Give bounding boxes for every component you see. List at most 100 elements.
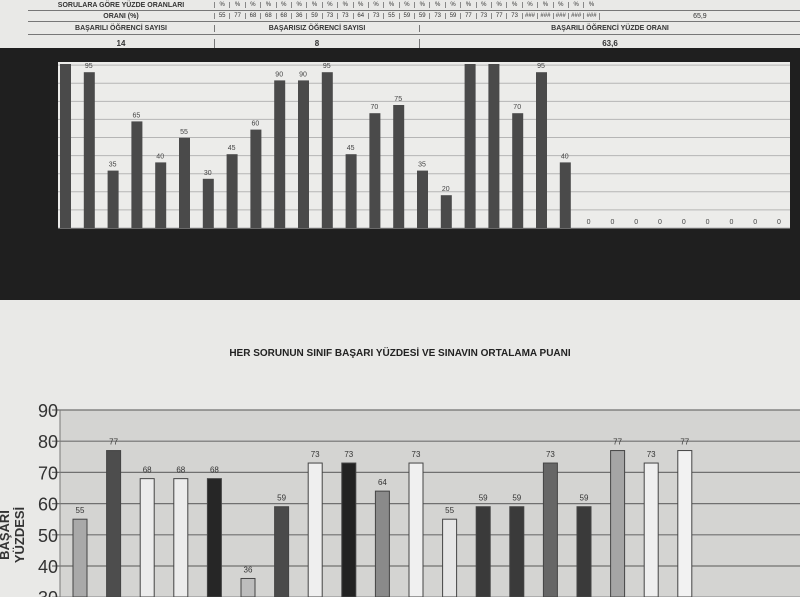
table-cell: ### — [537, 13, 552, 19]
data-label: 73 — [344, 450, 353, 459]
data-label: 90 — [275, 71, 283, 78]
data-label: 60 — [252, 121, 260, 128]
table-cell: % — [444, 2, 460, 8]
table-cell: 68 — [244, 13, 260, 19]
bar — [298, 80, 309, 229]
table-cell: % — [337, 2, 352, 8]
table-cell: 64 — [352, 13, 368, 19]
table-cell: 68 — [260, 13, 275, 19]
data-label: 0 — [634, 219, 638, 226]
table-cell: 59 — [398, 13, 414, 19]
y-tick-label: 30 — [38, 588, 58, 597]
table-cell: % — [537, 2, 552, 8]
bar — [274, 506, 290, 597]
bar — [408, 462, 424, 597]
data-label: 0 — [706, 219, 710, 226]
bar — [512, 113, 524, 228]
table-cell: % — [552, 2, 568, 8]
data-label: 95 — [323, 63, 331, 70]
percent-symbol-row: SORULARA GÖRE YÜZDE ORANLARI %%%%%%%%%%%… — [28, 0, 800, 11]
summary-table: SORULARA GÖRE YÜZDE ORANLARI %%%%%%%%%%%… — [28, 0, 800, 52]
bar — [72, 518, 88, 597]
table-cell: ### — [567, 13, 583, 19]
bar — [576, 506, 592, 597]
data-label: 45 — [228, 145, 236, 152]
data-label: 77 — [680, 438, 689, 447]
table-cell: % — [583, 2, 598, 8]
unsuccessful-value: 8 — [214, 39, 419, 48]
bar — [173, 478, 189, 597]
data-label: 73 — [311, 450, 320, 459]
table-cell: % — [229, 2, 244, 8]
table-cell: % — [506, 2, 521, 8]
data-label: 65 — [133, 112, 141, 119]
bar — [226, 154, 238, 228]
data-label: 40 — [561, 153, 569, 160]
table-cell: % — [367, 2, 383, 8]
percent-header: BAŞARILI ÖĞRENCİ YÜZDE ORANI — [419, 24, 800, 32]
summary-value-row: 14 8 63,6 — [28, 35, 800, 52]
bar — [559, 162, 571, 228]
data-label: 0 — [753, 219, 757, 226]
data-label: 35 — [109, 162, 117, 169]
successful-header: BAŞARILI ÖĞRENCİ SAYISI — [75, 24, 167, 32]
table-cell: 59 — [306, 13, 321, 19]
table-cell: % — [306, 2, 321, 8]
table-cell: % — [244, 2, 260, 8]
data-label: 75 — [394, 96, 402, 103]
bar — [179, 137, 190, 228]
bar — [131, 121, 143, 228]
table-cell: 77 — [491, 13, 506, 19]
y-tick-label: 40 — [38, 557, 58, 577]
data-label: 73 — [546, 450, 555, 459]
bar — [677, 450, 693, 597]
data-label: 59 — [580, 494, 589, 503]
data-label: 73 — [412, 450, 421, 459]
bar — [464, 64, 476, 228]
bar — [60, 64, 71, 228]
data-label: 55 — [445, 506, 454, 515]
data-label: 77 — [613, 438, 622, 447]
table-cell: 77 — [229, 13, 244, 19]
table-cell: 73 — [337, 13, 352, 19]
bar — [417, 170, 428, 228]
table-cell: % — [398, 2, 414, 8]
chart-title: HER SORUNUN SINIF BAŞARI YÜZDESİ VE SINA… — [229, 348, 571, 359]
table-cell: 55 — [214, 13, 229, 19]
table-cell: 59 — [414, 13, 429, 19]
table-cell: ### — [583, 13, 598, 19]
bar — [321, 72, 333, 228]
table-cell: % — [491, 2, 506, 8]
bar — [307, 462, 323, 597]
table-cell: % — [475, 2, 491, 8]
data-label: 55 — [76, 506, 85, 515]
bar — [610, 450, 626, 597]
data-label: 0 — [729, 219, 733, 226]
bar — [206, 478, 222, 597]
bar — [509, 506, 525, 597]
row-label: SORULARA GÖRE YÜZDE ORANLARI — [57, 1, 185, 9]
row-label: ORANI (%) — [103, 12, 139, 20]
bar — [240, 577, 256, 597]
data-label: 95 — [85, 63, 93, 70]
data-label: 59 — [479, 494, 488, 503]
table-cell: 55 — [383, 13, 398, 19]
summary-header-row: BAŞARILI ÖĞRENCİ SAYISI BAŞARISIZ ÖĞRENC… — [28, 22, 800, 35]
y-tick-label: 50 — [38, 526, 58, 546]
bar — [107, 170, 119, 228]
table-cell: ### — [552, 13, 568, 19]
data-label: 0 — [682, 219, 686, 226]
data-label: 40 — [156, 153, 164, 160]
bar — [106, 450, 122, 597]
y-tick-label: 60 — [38, 495, 58, 515]
table-cell: % — [521, 2, 537, 8]
table-cell: % — [383, 2, 398, 8]
data-label: 36 — [244, 565, 253, 574]
table-cell: % — [321, 2, 337, 8]
table-cell: 73 — [367, 13, 383, 19]
y-tick-label: 80 — [38, 432, 58, 452]
table-cell: % — [275, 2, 291, 8]
table-cell: 36 — [290, 13, 306, 19]
bar — [536, 72, 547, 228]
data-label: 64 — [378, 478, 387, 487]
